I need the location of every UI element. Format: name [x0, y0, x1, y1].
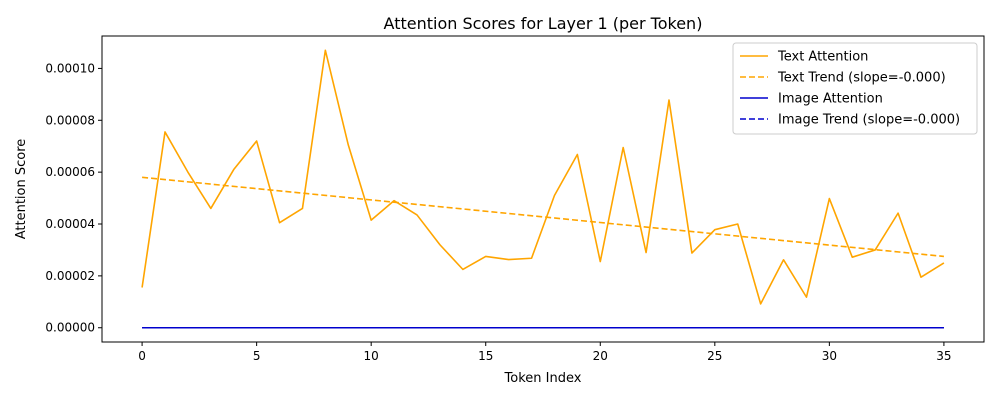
- y-tick-label: 0.00002: [45, 269, 95, 283]
- x-tick-label: 30: [822, 349, 837, 363]
- x-tick-label: 35: [936, 349, 951, 363]
- axes-layer: 0 5 10 15 20 25 30 35 0.00000 0.00002 0.00004 0.000…: [45, 61, 951, 363]
- legend: Text Attention Text Trend (slope=-0.000) I…: [732, 42, 978, 135]
- x-tick-label: 5: [253, 349, 261, 363]
- chart-title: Attention Scores for Layer 1 (per Token): [384, 14, 703, 33]
- y-tick-label: 0.00004: [45, 217, 95, 231]
- legend-box: [732, 42, 978, 135]
- x-tick-label: 25: [707, 349, 722, 363]
- y-axis-label: Attention Score: [14, 139, 29, 240]
- plot-frame: [101, 35, 985, 343]
- legend-label: Text Trend (slope=-0.000): [777, 71, 946, 86]
- y-tick-label: 0.00000: [45, 321, 95, 335]
- y-tick-label: 0.00010: [45, 61, 95, 75]
- x-tick-label: 20: [593, 349, 608, 363]
- x-axis-label: Token Index: [504, 371, 582, 386]
- y-tick-label: 0.00006: [45, 165, 95, 179]
- x-tick-label: 0: [138, 349, 146, 363]
- text-trend-line: [142, 176, 944, 258]
- legend-label: Text Attention: [777, 50, 868, 65]
- x-tick-label: 15: [478, 349, 493, 363]
- x-tick-label: 10: [364, 349, 379, 363]
- legend-label: Image Trend (slope=-0.000): [778, 113, 960, 128]
- text-attention-line: [141, 49, 945, 305]
- y-tick-label: 0.00008: [45, 113, 95, 127]
- series-layer: [141, 49, 945, 329]
- legend-label: Image Attention: [778, 92, 883, 107]
